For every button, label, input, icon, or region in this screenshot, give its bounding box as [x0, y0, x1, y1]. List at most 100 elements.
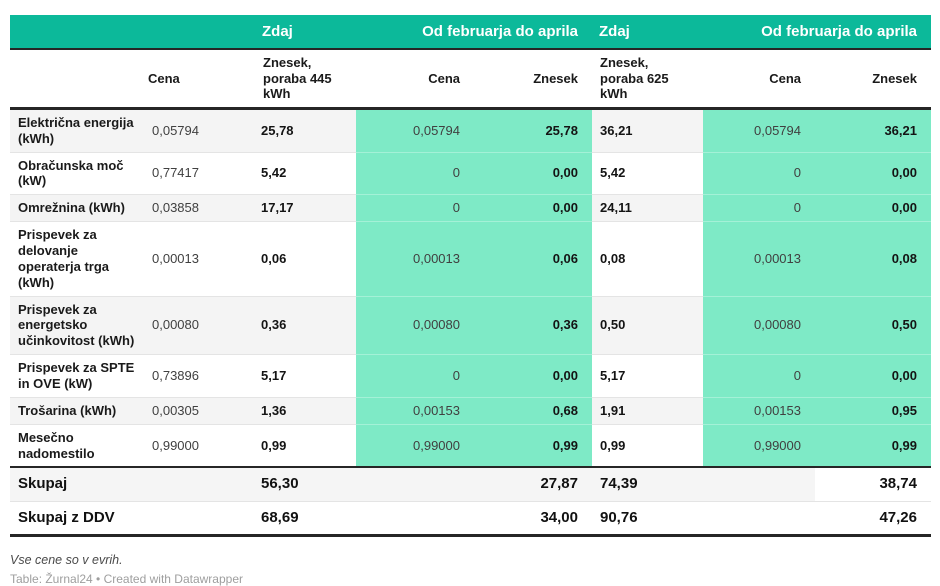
cell: 38,74 — [815, 466, 931, 502]
table-row: Prispevek za SPTE in OVE (kW) 0,73896 5,… — [10, 354, 931, 398]
group-header-zdaj-1: Zdaj — [255, 15, 356, 50]
cell: 0,99 — [592, 423, 703, 468]
total-row-skupaj: Skupaj 56,30 27,87 74,39 38,74 — [10, 466, 931, 502]
cell: 24,11 — [592, 194, 703, 222]
row-label: Mesečno nadomestilo — [10, 423, 140, 468]
group-header-feb-apr-1: Od februarja do aprila — [356, 15, 592, 50]
row-label: Prispevek za delovanje operaterja trga (… — [10, 221, 140, 297]
row-label: Prispevek za SPTE in OVE (kW) — [10, 354, 140, 398]
cell: 0,00 — [474, 354, 592, 398]
cell: 0,00 — [815, 354, 931, 398]
cell: 0,00 — [474, 151, 592, 195]
total-row-skupaj-z-ddv: Skupaj z DDV 68,69 34,00 90,76 47,26 — [10, 500, 931, 537]
cell: 0,06 — [474, 221, 592, 297]
group-header-empty — [10, 15, 255, 50]
table-row: Mesečno nadomestilo 0,99000 0,99 0,99000… — [10, 423, 931, 468]
column-header-cena-3: Cena — [703, 49, 815, 110]
cell: 34,00 — [474, 500, 592, 537]
cell: 27,87 — [474, 466, 592, 502]
table-row: Trošarina (kWh) 0,00305 1,36 0,00153 0,6… — [10, 396, 931, 425]
cell: 1,36 — [255, 396, 356, 425]
cell — [140, 500, 255, 537]
cell: 0 — [703, 194, 815, 222]
cell: 0,99 — [474, 423, 592, 468]
column-header-znesek-625: Znesek, poraba 625 kWh — [592, 49, 703, 110]
row-label: Prispevek za energetsko učinkovitost (kW… — [10, 295, 140, 355]
cell: 0,99 — [255, 423, 356, 468]
cell — [703, 500, 815, 537]
table-row: Obračunska moč (kW) 0,77417 5,42 0 0,00 … — [10, 151, 931, 195]
cell: 0,95 — [815, 396, 931, 425]
table-notes: Vse cene so v evrih. — [10, 552, 123, 567]
cell: 0,50 — [592, 295, 703, 355]
cell: 1,91 — [592, 396, 703, 425]
cell — [356, 500, 474, 537]
column-header-znesek-445: Znesek, poraba 445 kWh — [255, 49, 356, 110]
cell: 0,00305 — [140, 396, 255, 425]
cell — [703, 466, 815, 502]
cell: 0,99000 — [703, 423, 815, 468]
cell: 25,78 — [255, 108, 356, 152]
cell: 0,36 — [255, 295, 356, 355]
cell — [356, 466, 474, 502]
cell: 0,00080 — [140, 295, 255, 355]
cell: 0 — [703, 354, 815, 398]
cell: 0,73896 — [140, 354, 255, 398]
row-label: Električna energija (kWh) — [10, 108, 140, 152]
cell: 5,42 — [255, 151, 356, 195]
cell: 0,00153 — [356, 396, 474, 425]
cell: 0,99000 — [140, 423, 255, 468]
cell: 0,03858 — [140, 194, 255, 222]
cell: 0,77417 — [140, 151, 255, 195]
cell: 0,05794 — [703, 108, 815, 152]
cell: 5,17 — [255, 354, 356, 398]
cell: 0,00013 — [140, 221, 255, 297]
table-attribution: Table: Žurnal24 • Created with Datawrapp… — [10, 571, 243, 586]
cell: 0,08 — [592, 221, 703, 297]
cell: 0,00013 — [703, 221, 815, 297]
cell: 0 — [356, 151, 474, 195]
column-header-cena-1: Cena — [140, 49, 255, 110]
cell: 0 — [356, 194, 474, 222]
cell: 47,26 — [815, 500, 931, 537]
cell: 0 — [356, 354, 474, 398]
row-label: Obračunska moč (kW) — [10, 151, 140, 195]
cell: 56,30 — [255, 466, 356, 502]
table-row: Prispevek za energetsko učinkovitost (kW… — [10, 295, 931, 355]
column-header-rowlabel — [10, 49, 140, 110]
cell: 0,00153 — [703, 396, 815, 425]
column-header-znesek-1: Znesek — [474, 49, 592, 110]
cell: 74,39 — [592, 466, 703, 502]
cell: 36,21 — [592, 108, 703, 152]
cell: 90,76 — [592, 500, 703, 537]
cell: 0 — [703, 151, 815, 195]
row-label: Omrežnina (kWh) — [10, 194, 140, 222]
total-label: Skupaj z DDV — [10, 500, 140, 537]
cell: 0,00080 — [356, 295, 474, 355]
cell: 25,78 — [474, 108, 592, 152]
cell: 0,00 — [815, 151, 931, 195]
table-row: Omrežnina (kWh) 0,03858 17,17 0 0,00 24,… — [10, 194, 931, 222]
cell: 0,99 — [815, 423, 931, 468]
cell: 5,17 — [592, 354, 703, 398]
group-header-feb-apr-2: Od februarja do aprila — [703, 15, 931, 50]
table-row: Prispevek za delovanje operaterja trga (… — [10, 221, 931, 297]
cell: 0,00080 — [703, 295, 815, 355]
cell: 0,08 — [815, 221, 931, 297]
cell: 17,17 — [255, 194, 356, 222]
group-header-zdaj-2: Zdaj — [592, 15, 703, 50]
cell: 36,21 — [815, 108, 931, 152]
cell: 0,06 — [255, 221, 356, 297]
table-row: Električna energija (kWh) 0,05794 25,78 … — [10, 108, 931, 152]
cell: 0,05794 — [140, 108, 255, 152]
group-header-row: Zdaj Od februarja do aprila Zdaj Od febr… — [10, 15, 931, 50]
cell: 0,00 — [474, 194, 592, 222]
cell: 68,69 — [255, 500, 356, 537]
column-header-znesek-2: Znesek — [815, 49, 931, 110]
cell — [140, 466, 255, 502]
cell: 0,50 — [815, 295, 931, 355]
column-header-row: Cena Znesek, poraba 445 kWh Cena Znesek … — [10, 49, 931, 110]
column-header-cena-2: Cena — [356, 49, 474, 110]
row-label: Trošarina (kWh) — [10, 396, 140, 425]
